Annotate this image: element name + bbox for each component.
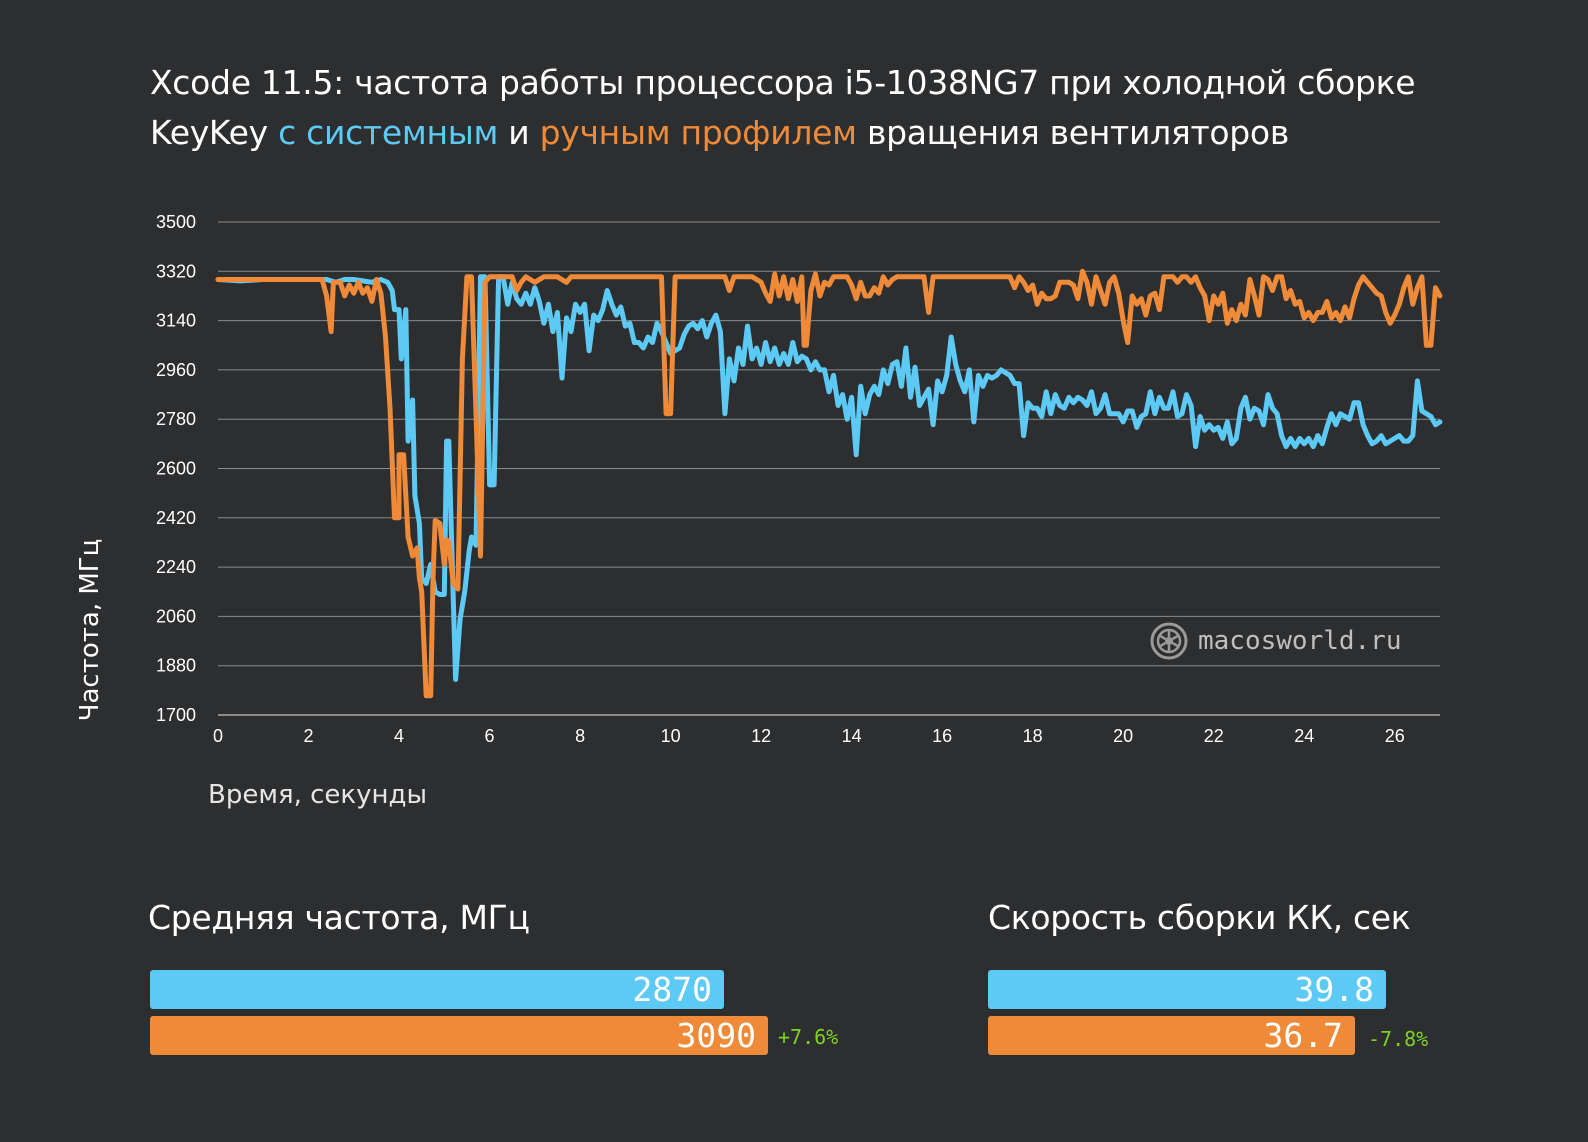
x-axis-ticks: 0 2 4 6 8 10 12 14 16 18 20 22 24 26 bbox=[213, 726, 1405, 746]
avg-freq-orange-value: 3090 bbox=[676, 1016, 756, 1055]
x-axis-label: Время, секунды bbox=[208, 780, 428, 810]
x-tick-label: 24 bbox=[1294, 726, 1314, 746]
y-axis-label: Частота, МГц bbox=[75, 538, 105, 722]
y-tick-label: 1880 bbox=[156, 656, 196, 676]
x-tick-label: 4 bbox=[394, 726, 404, 746]
build-speed-blue-value: 39.8 bbox=[1294, 970, 1374, 1009]
avg-freq-delta: +7.6% bbox=[778, 1025, 839, 1049]
title-manual-profile: ручным профилем bbox=[539, 113, 857, 152]
title-system-profile: с системным bbox=[278, 113, 499, 152]
y-tick-label: 1700 bbox=[156, 705, 196, 725]
title-fan-rotation: вращения вентиляторов bbox=[856, 113, 1289, 152]
x-tick-label: 20 bbox=[1113, 726, 1133, 746]
y-axis-ticks: 1700 1880 2060 2240 2420 2600 2780 2960 3140 3320… bbox=[156, 212, 196, 725]
title-line-2: KeyKey с системным и ручным профилем вра… bbox=[150, 108, 1415, 158]
y-tick-label: 3500 bbox=[156, 212, 196, 232]
y-tick-label: 2240 bbox=[156, 557, 196, 577]
x-tick-label: 12 bbox=[751, 726, 771, 746]
build-speed-delta: -7.8% bbox=[1368, 1027, 1429, 1051]
x-tick-label: 6 bbox=[485, 726, 495, 746]
y-tick-label: 2600 bbox=[156, 459, 196, 479]
x-tick-label: 26 bbox=[1385, 726, 1405, 746]
y-tick-label: 2060 bbox=[156, 606, 196, 626]
build-speed-orange-value: 36.7 bbox=[1263, 1016, 1343, 1055]
avg-freq-blue-value: 2870 bbox=[632, 970, 712, 1009]
chart-title: Xcode 11.5: частота работы процессора i5… bbox=[150, 58, 1416, 158]
y-tick-label: 3140 bbox=[156, 311, 196, 331]
x-tick-label: 14 bbox=[842, 726, 862, 746]
chart-series bbox=[215, 268, 1443, 699]
x-tick-label: 8 bbox=[575, 726, 585, 746]
build-speed-blue-bar: 39.8 bbox=[988, 970, 1386, 1009]
y-tick-label: 2420 bbox=[156, 508, 196, 528]
frequency-line-chart: 1700188020602240242026002780296031403320… bbox=[156, 212, 1443, 746]
avg-freq-blue-bar: 2870 bbox=[150, 970, 724, 1009]
avg-freq-orange-bar: 3090 bbox=[150, 1016, 768, 1055]
x-tick-label: 2 bbox=[304, 726, 314, 746]
series-line-manual-profile bbox=[215, 268, 1443, 699]
avg-freq-title: Средняя частота, МГц bbox=[148, 898, 530, 937]
build-speed-title: Скорость сборки КК, сек bbox=[988, 898, 1411, 937]
title-line-1: Xcode 11.5: частота работы процессора i5… bbox=[150, 63, 1416, 102]
x-tick-label: 18 bbox=[1023, 726, 1043, 746]
chart-grid bbox=[218, 221, 1440, 716]
title-keykey: KeyKey bbox=[150, 113, 279, 152]
watermark-text: macosworld.ru bbox=[1198, 626, 1402, 656]
watermark: macosworld.ru bbox=[1150, 622, 1402, 660]
x-tick-label: 16 bbox=[932, 726, 952, 746]
y-tick-label: 2960 bbox=[156, 360, 196, 380]
y-tick-label: 3320 bbox=[156, 261, 196, 281]
y-tick-label: 2780 bbox=[156, 409, 196, 429]
x-tick-label: 22 bbox=[1204, 726, 1224, 746]
title-and: и bbox=[498, 113, 540, 152]
x-tick-label: 0 bbox=[213, 726, 223, 746]
macosworld-logo-icon bbox=[1150, 622, 1188, 660]
build-speed-orange-bar: 36.7 bbox=[988, 1016, 1355, 1055]
x-tick-label: 10 bbox=[661, 726, 681, 746]
